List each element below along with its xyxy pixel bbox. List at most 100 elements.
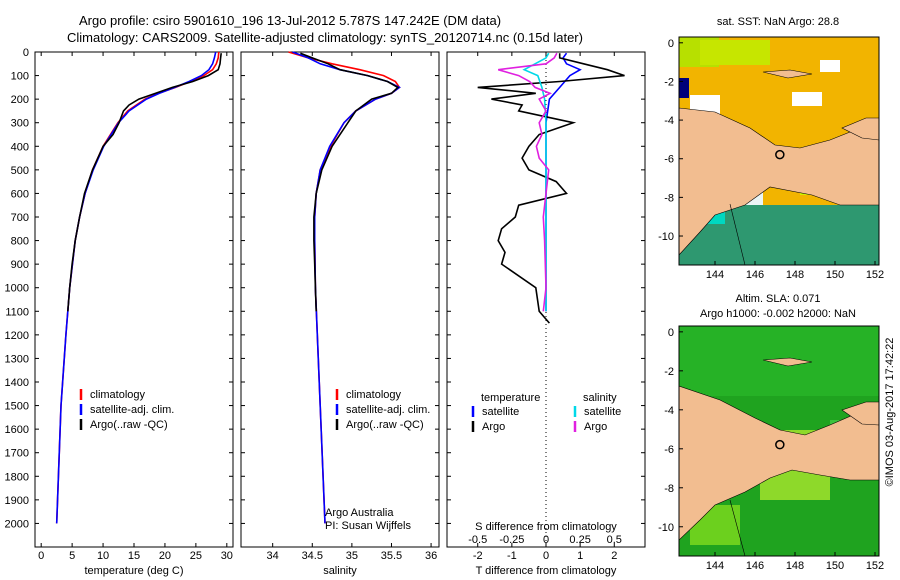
legend-label: Argo(..raw -QC) <box>346 419 424 431</box>
map-y-tick-label: 0 <box>668 327 674 339</box>
y-tick-label: 600 <box>11 188 29 200</box>
map-y-tick-label: -6 <box>664 154 674 166</box>
map-x-tick-label: 148 <box>786 560 804 572</box>
top-x-tick-label: 0.5 <box>607 534 622 546</box>
legend-label: satellite-adj. clim. <box>346 404 430 416</box>
map-x-tick-label: 150 <box>826 269 844 281</box>
x-tick-label: 25 <box>190 550 202 562</box>
legend-label: satellite <box>584 406 621 418</box>
y-tick-label: 1700 <box>5 448 29 460</box>
y-tick-label: 1300 <box>5 353 29 365</box>
map-y-tick-label: -4 <box>664 115 674 127</box>
header-title-line2: Climatology: CARS2009. Satellite-adjuste… <box>67 30 583 45</box>
top-x-axis-label: S difference from climatology <box>475 521 617 533</box>
sst-map-frame <box>678 36 880 266</box>
top-x-tick-label: -0.25 <box>499 534 524 546</box>
y-tick-label: 200 <box>11 94 29 106</box>
x-tick-label: 5 <box>69 550 75 562</box>
sla-map-title: Altim. SLA: 0.071 <box>736 293 821 305</box>
coastline <box>729 499 746 556</box>
y-tick-label: 700 <box>11 212 29 224</box>
sst-warm-patch <box>700 40 770 65</box>
series-line-argo-raw-qc- <box>300 52 400 312</box>
panel-annotation: PI: Susan Wijffels <box>325 520 411 532</box>
map-x-tick-label: 152 <box>866 560 884 572</box>
map-y-tick-label: -2 <box>664 76 674 88</box>
y-tick-label: 1400 <box>5 377 29 389</box>
legend-label: climatology <box>346 389 402 401</box>
x-tick-label: 30 <box>221 550 233 562</box>
map-y-tick-label: -6 <box>664 444 674 456</box>
map-x-tick-label: 152 <box>866 269 884 281</box>
x-tick-label: 35 <box>346 550 358 562</box>
top-x-tick-label: 0.25 <box>569 534 590 546</box>
sst-map: sat. SST: NaN Argo: 28.8 144 146 148 150 152… <box>658 16 884 281</box>
y-tick-label: 1000 <box>5 283 29 295</box>
x-tick-label: 1 <box>577 550 583 562</box>
legend-label: Argo(..raw -QC) <box>90 419 168 431</box>
argo-position-marker <box>775 439 785 450</box>
profile-panel-1: 34 34.5 35 35.5 36 salinity climatology satelli… <box>240 51 440 577</box>
y-tick-label: 1600 <box>5 424 29 436</box>
legend-header: salinity <box>583 392 617 404</box>
map-x-tick-label: 146 <box>746 560 764 572</box>
y-tick-label: 1800 <box>5 471 29 483</box>
profile-plots: 0100200300400500600700800900100011001200… <box>5 47 646 577</box>
y-tick-label: 500 <box>11 165 29 177</box>
argo-position-marker <box>775 149 785 160</box>
x-tick-label: 0 <box>543 550 549 562</box>
x-tick-label: -1 <box>507 550 517 562</box>
sla-map: Altim. SLA: 0.071 Argo h1000: -0.002 h20… <box>658 293 884 572</box>
y-tick-label: 0 <box>23 47 29 59</box>
map-y-tick-label: -8 <box>664 483 674 495</box>
legend-label: satellite <box>482 406 519 418</box>
new-britain-land <box>841 117 879 141</box>
sla-map-axes: 144 146 148 150 152 0 -2 -4 -6 -8 -10 <box>658 327 884 572</box>
map-y-tick-label: -10 <box>658 522 674 534</box>
profile-panel-0: 0100200300400500600700800900100011001200… <box>5 47 234 577</box>
y-tick-label: 100 <box>11 71 29 83</box>
sla-map-subtitle: Argo h1000: -0.002 h2000: NaN <box>700 308 856 320</box>
sst-cloud-gap <box>820 60 840 72</box>
x-axis-label: temperature (deg C) <box>84 565 183 577</box>
y-tick-label: 2000 <box>5 518 29 530</box>
x-axis-label: T difference from climatology <box>476 565 617 577</box>
map-y-tick-label: -10 <box>658 231 674 243</box>
y-tick-label: 800 <box>11 236 29 248</box>
y-tick-label: 1500 <box>5 401 29 413</box>
y-tick-label: 1900 <box>5 495 29 507</box>
series-line-argo-raw-qc- <box>67 53 222 312</box>
imos-timestamp: ©IMOS 03-Aug-2017 17:42:22 <box>884 338 896 487</box>
map-x-tick-label: 150 <box>826 560 844 572</box>
x-tick-label: 2 <box>611 550 617 562</box>
map-x-tick-label: 148 <box>786 269 804 281</box>
x-tick-label: 34 <box>267 550 279 562</box>
sst-cloud-gap <box>792 92 822 106</box>
new-guinea-land <box>679 385 879 541</box>
y-tick-label: 400 <box>11 141 29 153</box>
profile-panel-2: -2 -1 0 1 2 T difference from climatology -0.5… <box>446 51 646 577</box>
header-title-line1: Argo profile: csiro 5901610_196 13-Jul-2… <box>79 13 501 28</box>
y-tick-label: 300 <box>11 118 29 130</box>
legend-header: temperature <box>481 392 540 404</box>
map-x-tick-label: 144 <box>706 560 724 572</box>
sst-map-title: sat. SST: NaN Argo: 28.8 <box>717 16 839 28</box>
manus-island-land <box>762 69 813 79</box>
y-tick-label: 1100 <box>5 306 29 318</box>
legend-label: Argo <box>482 421 505 433</box>
top-x-tick-label: 0 <box>543 534 549 546</box>
x-axis-label: salinity <box>323 565 357 577</box>
x-tick-label: 20 <box>159 550 171 562</box>
panel-annotation: Argo Australia <box>325 507 394 519</box>
new-britain-land <box>841 401 879 426</box>
series-line-temperature-argo <box>477 53 625 324</box>
map-y-tick-label: -4 <box>664 405 674 417</box>
y-tick-label: 900 <box>11 259 29 271</box>
series-line-salinity-argo <box>497 52 558 312</box>
sst-cold-cell <box>679 78 689 98</box>
legend-label: climatology <box>90 389 146 401</box>
x-tick-label: 35.5 <box>381 550 402 562</box>
coastline <box>729 203 746 265</box>
map-x-tick-label: 146 <box>746 269 764 281</box>
x-tick-label: 10 <box>97 550 109 562</box>
